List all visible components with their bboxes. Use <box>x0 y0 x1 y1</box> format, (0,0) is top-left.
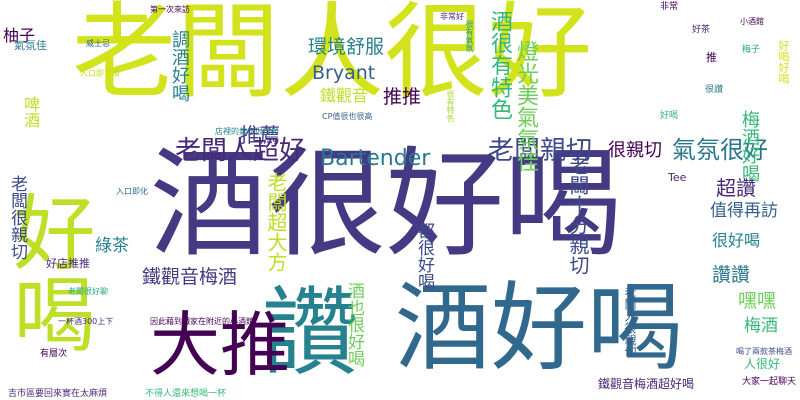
word-lao-ban-ren-hen-qin: 老闆人很親切 <box>623 286 637 358</box>
word-lao-ban-hen-hao-liao: 老闆很好聊 <box>68 287 108 296</box>
word-ru-kou-ji-xia-hua: 入口即下滑 <box>80 69 120 78</box>
word-dian-li-de-qi-fen: 店裡的氣氛很放鬆 <box>215 127 279 136</box>
word-bartender: Bartender <box>320 146 431 171</box>
word-hao-dian-tui-tui: 好店推推 <box>46 257 90 270</box>
word-pi-jiu: 啤酒 <box>21 96 40 128</box>
word-fei-chang: 非常 <box>660 2 679 12</box>
word-lv-cha: 綠茶 <box>95 236 129 256</box>
word-cp-zhi: CP值很也很高 <box>322 112 373 121</box>
word-bu-de-ren: 不得人還來想喝一杯 <box>145 389 227 399</box>
word-qi-fen-jia: 氣氛佳 <box>14 39 47 52</box>
word-tui-tui: 推推 <box>383 86 422 108</box>
word-hen-hao-he: 很好喝 <box>712 231 761 250</box>
word-lao-ban-ren-hen-hao: 老闆人很好 <box>72 0 593 113</box>
word-jiu-hen-hao-he: 酒很好喝 <box>150 135 623 273</box>
word-deng-guang-mei: 燈光美氣氛佳 <box>513 40 538 172</box>
word-hao-he-small: 好喝 <box>660 111 679 121</box>
word-dou-hen-hao-he: 都很好喝 <box>414 222 434 290</box>
word-huan-jing-shu-fu: 環境舒服 <box>308 36 385 58</box>
word-tie-guan-yin: 鐵觀音 <box>320 86 369 105</box>
word-lao-ban-qin-qie: 老闆親切 <box>488 136 593 166</box>
word-mei-jiu: 梅酒 <box>744 316 778 336</box>
word-mei-zi: 梅子 <box>742 45 761 55</box>
word-zhi-de-zai-fang: 值得再訪 <box>710 201 778 221</box>
word-ji-shi-qu: 吉市區要回來實在太麻煩 <box>8 389 108 399</box>
word-tiao-jiu-hao-he: 調酒好喝 <box>169 30 190 102</box>
word-mei-jiu-hao-he: 梅酒好喝 <box>739 110 760 182</box>
word-you-ceng-ci: 有層次 <box>40 349 68 359</box>
word-he-le-liang-kuan: 喝了兩款茶梅酒 <box>736 347 792 356</box>
word-lao-ban-shi-fen: 老闆十分親切 <box>566 155 590 275</box>
word-you-zi: 柚子 <box>3 26 36 45</box>
word-tie-guan-yin-mei-jiu-chao: 鐵觀音梅酒超好喝 <box>598 377 695 391</box>
word-yin-ci: 因此藉到鐵家在附近的小酒館 <box>150 317 254 326</box>
word-hao-cha: 好茶 <box>692 25 711 35</box>
word-da-tui: 大推 <box>150 304 290 386</box>
word-da-jia-yi-qi: 大家一起聊天 <box>742 377 797 387</box>
word-qi-fen-hen-hao: 氣氛很好 <box>672 136 768 164</box>
word-hao-he-large: 好喝 <box>0 190 94 354</box>
word-lao-ban-hen-qin-qie: 老闆很親切 <box>7 175 27 260</box>
word-zan-zan: 讚讚 <box>712 264 751 286</box>
word-ru-kou-ji-hua: 入口即化 <box>116 187 148 196</box>
word-lao-ban-ren-chao-hao: 老闆人超好 <box>175 136 306 166</box>
word-tui: 推 <box>706 51 717 64</box>
word-hen-you-qi-fen: 很有氣氛 <box>465 20 474 52</box>
word-bryant: Bryant <box>312 62 376 84</box>
word-hao-he-hao-he: 好喝好喝 <box>777 40 790 84</box>
word-jiu-hen-you-te-se: 酒很有特色 <box>487 10 512 120</box>
word-tui-jian: 推薦 <box>240 123 280 147</box>
word-hen-zan: 很讚 <box>705 85 724 95</box>
word-hei-hei: 嘿嘿 <box>738 290 777 312</box>
word-hen-qin-qie: 很親切 <box>608 140 662 161</box>
word-di-yi-ci-lai-fang: 第一次來訪 <box>150 5 190 14</box>
word-zan-large: 讚 <box>262 277 358 389</box>
word-yi-bei-jiu: 一杯酒300上下 <box>58 317 114 326</box>
word-fei-chang-hao: 非常好 <box>440 12 464 21</box>
word-hen-you-te-se: 很有特色 <box>446 90 455 122</box>
word-chao-zan: 超讚 <box>716 176 756 200</box>
word-xiao-jiu-guan: 小酒館 <box>740 17 764 26</box>
word-tie-guan-yin-mei-jiu: 鐵觀音梅酒 <box>142 266 238 288</box>
word-jiu-ye-hen-hao-he: 酒也很好喝 <box>344 282 364 367</box>
word-ren-hen-hao: 人很好 <box>744 357 781 371</box>
word-lao-ban-chao-da-fang: 老闆超大方 <box>264 172 288 272</box>
word-wei-shi-ji: 威士忌 <box>86 39 110 48</box>
word-jiu-hao-he: 酒好喝 <box>395 272 683 384</box>
word-tee: Tee <box>668 171 687 184</box>
